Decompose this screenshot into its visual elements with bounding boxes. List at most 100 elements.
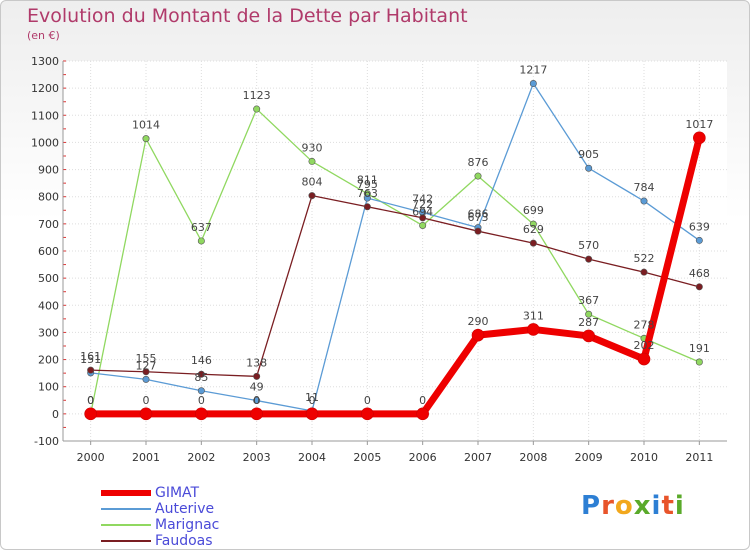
y-tick-label: 800 [38, 191, 59, 204]
data-label: 522 [634, 252, 655, 265]
data-label: 290 [468, 315, 489, 328]
data-point-gimat [195, 407, 208, 421]
data-label: 905 [578, 148, 599, 161]
data-point-faudoas [529, 239, 537, 247]
data-point-marignac [197, 237, 205, 245]
data-point-faudoas [197, 370, 205, 378]
data-point-gimat [305, 407, 319, 421]
y-tick-label: 700 [38, 218, 59, 231]
data-label: 0 [198, 394, 205, 407]
data-point-gimat [527, 323, 540, 336]
legend-swatch-faudoas [101, 540, 151, 542]
data-point-gimat [139, 407, 153, 421]
data-point-marignac [308, 157, 316, 165]
data-point-marignac [695, 358, 703, 366]
data-point-auterive [585, 164, 593, 172]
data-label: 686 [468, 208, 489, 221]
data-label: 127 [136, 359, 157, 372]
data-point-auterive [529, 80, 537, 88]
data-point-marignac [585, 310, 593, 318]
legend-swatch-auterive [101, 508, 151, 510]
data-label: 930 [302, 141, 323, 154]
data-point-auterive [695, 236, 703, 244]
x-tick-label: 2003 [243, 451, 271, 464]
logo-letter: o [614, 491, 634, 521]
data-point-gimat [471, 328, 485, 342]
x-tick-label: 2005 [353, 451, 381, 464]
data-point-gimat [361, 407, 374, 421]
data-point-auterive [253, 397, 261, 405]
y-tick-label: 100 [38, 381, 59, 394]
y-tick-label: 1000 [31, 136, 59, 149]
legend-swatch-marignac [101, 524, 151, 526]
data-point-faudoas [308, 192, 316, 200]
legend-label-auterive: Auterive [155, 501, 215, 517]
data-label: 155 [136, 352, 157, 365]
data-label: 287 [578, 316, 599, 329]
y-tick-label: 1300 [31, 55, 59, 68]
data-label: 1014 [132, 119, 160, 132]
y-tick-label: 500 [38, 272, 59, 285]
data-label: 0 [309, 394, 316, 407]
data-point-faudoas [695, 283, 703, 291]
data-label: 161 [80, 350, 101, 363]
legend-label-gimat: GIMAT [155, 485, 200, 501]
plot-area [63, 61, 727, 441]
x-tick-label: 2004 [298, 451, 326, 464]
x-tick-label: 2000 [77, 451, 105, 464]
y-tick-label: 300 [38, 326, 59, 339]
data-point-auterive [197, 387, 205, 395]
data-label: 699 [523, 204, 544, 217]
data-point-faudoas [142, 368, 150, 376]
data-label: 694 [412, 205, 433, 218]
y-tick-label: 0 [52, 408, 59, 421]
x-tick-label: 2008 [519, 451, 547, 464]
data-label: 0 [87, 394, 94, 407]
x-tick-label: 2010 [630, 451, 658, 464]
data-point-auterive [142, 375, 150, 383]
data-point-marignac [419, 221, 427, 229]
data-label: 784 [634, 181, 655, 194]
y-tick-label: 200 [38, 354, 59, 367]
data-point-marignac [529, 220, 537, 228]
x-tick-label: 2007 [464, 451, 492, 464]
data-label: 811 [357, 174, 378, 187]
series-line-gimat [90, 136, 703, 418]
x-tick-label: 2006 [409, 451, 437, 464]
data-label: 722 [412, 198, 433, 211]
data-label: 639 [689, 220, 710, 233]
series-line-auterive [90, 82, 700, 412]
series-line-faudoas [90, 194, 700, 378]
data-label: 191 [689, 342, 710, 355]
chart-subtitle: (en €) [27, 29, 60, 42]
y-tick-label: 1200 [31, 82, 59, 95]
data-point-marignac [253, 105, 261, 113]
data-point-faudoas [474, 227, 482, 235]
data-label: 468 [689, 267, 710, 280]
data-label: 0 [143, 394, 150, 407]
data-label: 742 [412, 192, 433, 205]
data-point-gimat [416, 407, 429, 421]
y-tick-label: 900 [38, 164, 59, 177]
data-point-faudoas [363, 203, 371, 211]
legend-label-faudoas: Faudoas [155, 533, 213, 549]
data-point-gimat [637, 352, 651, 366]
data-label: 49 [250, 381, 264, 394]
data-point-faudoas [87, 366, 95, 374]
data-label: 673 [468, 211, 489, 224]
data-label: 11 [305, 391, 319, 404]
data-label: 0 [87, 394, 94, 407]
data-point-marignac [142, 135, 150, 143]
series-line-marignac [90, 108, 700, 414]
data-point-marignac [474, 172, 482, 180]
data-label: 367 [578, 294, 599, 307]
x-tick-label: 2009 [575, 451, 603, 464]
data-point-gimat [84, 407, 97, 421]
x-tick-label: 2001 [132, 451, 160, 464]
legend-label-marignac: Marignac [155, 517, 220, 533]
data-label: 804 [302, 176, 323, 189]
data-label: 0 [419, 394, 426, 407]
chart-title: Evolution du Montant de la Dette par Hab… [27, 5, 468, 27]
proxiti-logo: Proxiti [581, 491, 685, 521]
data-label: 1123 [243, 89, 271, 102]
